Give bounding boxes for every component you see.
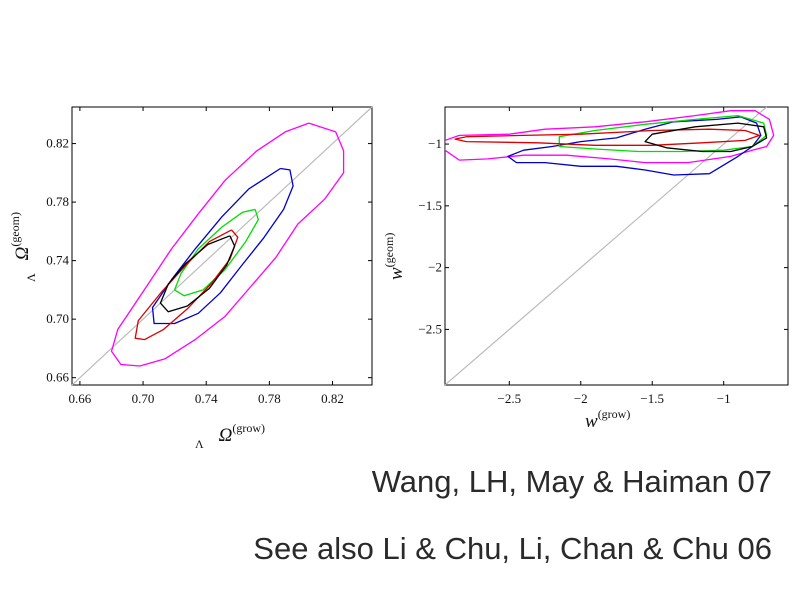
left-xticks: 0.66 0.70 0.74 0.78 0.82 <box>69 107 344 406</box>
left-x-axis-label: Ω(grow) Λ <box>195 421 265 451</box>
right-contour-1 <box>445 110 775 164</box>
left-contour-1 <box>110 122 345 367</box>
right-contour-3 <box>558 114 768 153</box>
right-plot-frame <box>444 106 789 386</box>
left-plot-frame <box>71 106 373 386</box>
right-xtick-label: −1 <box>717 391 731 406</box>
right-ytick-label: −1 <box>428 136 442 151</box>
right-ytick-label: −2 <box>428 260 442 275</box>
left-ytick-label: 0.82 <box>46 136 69 151</box>
left-contour-5 <box>159 235 236 313</box>
right-xtick-label: −2.5 <box>498 391 522 406</box>
citation-caption: Wang, LH, May & Haiman 07 <box>371 464 772 499</box>
right-ytick-label: −1.5 <box>418 198 442 213</box>
left-diagonal-line <box>71 106 373 386</box>
right-series-group <box>445 110 775 176</box>
left-ytick-label: 0.78 <box>46 194 69 209</box>
left-panel: 0.66 0.70 0.74 0.78 0.82 0.66 0.70 0.74 0.78 0.8… <box>8 106 373 451</box>
left-y-axis-label: Ω(geom)Λ <box>8 212 38 282</box>
right-y-axis-label: w(geom) <box>382 233 407 280</box>
right-contour-5 <box>644 122 768 153</box>
left-xtick-label: 0.74 <box>195 391 218 406</box>
left-contour-3 <box>173 208 259 297</box>
left-ytick-label: 0.70 <box>46 311 69 326</box>
left-contour-4 <box>134 229 239 341</box>
left-xtick-label: 0.78 <box>258 391 281 406</box>
left-yticks: 0.66 0.70 0.74 0.78 0.82 <box>46 136 372 385</box>
left-ytick-label: 0.66 <box>46 370 69 385</box>
left-contour-2 <box>151 167 294 325</box>
left-series-group <box>110 122 345 367</box>
right-x-axis-label: w(grow) <box>585 407 630 432</box>
left-y-axis-label-group: Ω(geom)Λ <box>8 212 38 282</box>
right-xticks: −2.5 −2 −1.5 −1 <box>498 107 731 406</box>
left-diagonal-group <box>71 106 373 386</box>
right-diagonal-group <box>444 106 767 386</box>
right-xtick-label: −2 <box>574 391 588 406</box>
see-also-caption: See also Li & Chu, Li, Chan & Chu 06 <box>253 531 772 566</box>
right-contour-4 <box>454 128 761 146</box>
right-xtick-label: −1.5 <box>640 391 664 406</box>
left-xtick-label: 0.66 <box>69 391 92 406</box>
right-y-axis-label-group: w(geom) <box>382 233 407 280</box>
right-ytick-label: −2.5 <box>418 321 442 336</box>
right-yticks: −1 −1.5 −2 −2.5 <box>418 136 788 336</box>
right-panel: −2.5 −2 −1.5 −1 −1 −1.5 −2 −2.5 w(grow) w(geom… <box>382 106 789 432</box>
right-contour-2 <box>507 116 762 176</box>
right-diagonal-line <box>444 106 767 386</box>
left-ytick-label: 0.74 <box>46 253 69 268</box>
left-xtick-label: 0.82 <box>321 391 344 406</box>
left-xtick-label: 0.70 <box>132 391 155 406</box>
